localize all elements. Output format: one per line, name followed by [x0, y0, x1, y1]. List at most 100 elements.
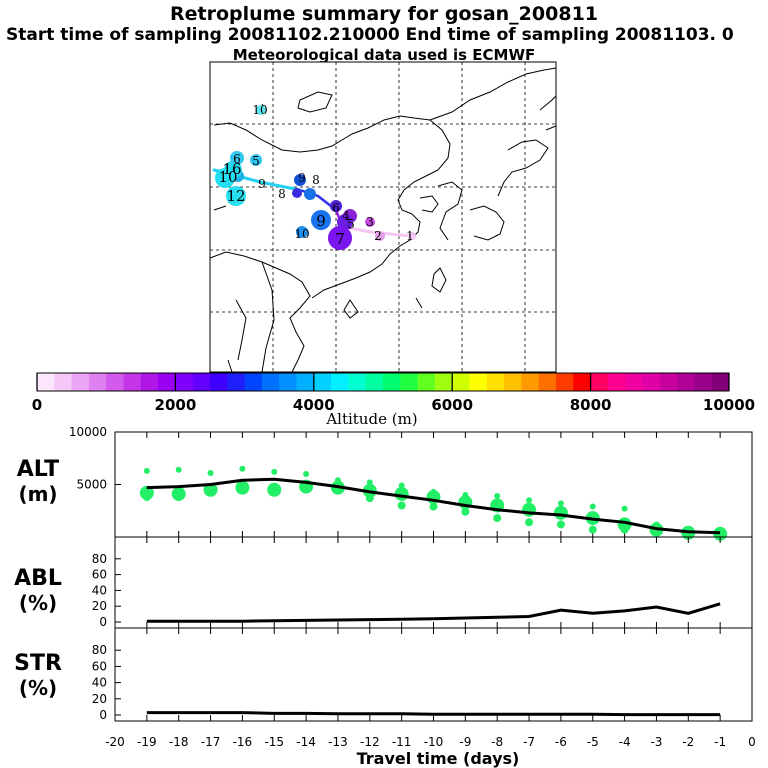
- y-tick-label: 80: [92, 643, 107, 657]
- cluster-marker-low: [302, 484, 311, 493]
- colorbar-tick-label-0: 0: [32, 396, 42, 414]
- x-tick-label: -7: [523, 735, 535, 749]
- colorbar-swatch-35: [625, 373, 643, 391]
- colorbar-swatch-3: [71, 373, 90, 391]
- colorbar-tick-label-2000: 2000: [155, 396, 197, 414]
- cluster-marker-small: [462, 492, 469, 498]
- plume-marker-12: [294, 174, 306, 186]
- cluster-marker-low: [429, 502, 438, 511]
- cluster-marker-small: [494, 493, 501, 500]
- y-tick-label: 60: [92, 568, 107, 582]
- plume-label-19: 10: [252, 103, 267, 117]
- colorbar-swatch-10: [192, 373, 211, 391]
- plume-label-10: 10: [294, 227, 309, 241]
- plume-label-13: 9: [258, 177, 266, 191]
- cluster-marker-small: [653, 521, 660, 528]
- str-label: STR: [14, 651, 62, 676]
- cluster-marker-small: [334, 477, 341, 484]
- x-tick-label: -20: [105, 735, 125, 749]
- cluster-marker-low: [620, 525, 629, 534]
- plume-label-2: 2: [374, 229, 382, 243]
- y-tick-label: 60: [92, 659, 107, 673]
- abl-unit: (%): [19, 591, 57, 615]
- cluster-marker-small: [430, 488, 437, 495]
- cluster-marker-small: [526, 497, 533, 504]
- x-tick-label: -1: [714, 735, 726, 749]
- cluster-marker-low: [238, 482, 247, 491]
- colorbar-swatch-23: [417, 373, 436, 391]
- sampling-times: Start time of sampling 20081102.210000 E…: [6, 25, 734, 45]
- cluster-marker-low: [493, 514, 502, 523]
- colorbar-swatch-40: [711, 373, 730, 391]
- series-line: [146, 477, 721, 535]
- plume-marker-6: [330, 200, 342, 212]
- met-data-note: Meteorological data used is ECMWF: [232, 46, 536, 64]
- plume-marker-17: [230, 151, 244, 165]
- colorbar-swatch-21: [383, 373, 401, 391]
- cluster-marker-low: [461, 507, 470, 516]
- colorbar-tick-label-10000: 10000: [703, 396, 755, 414]
- x-tick-label: -3: [650, 735, 662, 749]
- plume-label-15: 10: [218, 168, 237, 186]
- cluster-marker-low: [270, 484, 279, 493]
- plume-label-11: 9: [298, 171, 306, 185]
- y-tick-label: 20: [92, 599, 107, 613]
- coastlines: [209, 67, 557, 373]
- map-frame: [209, 61, 557, 373]
- colorbar-swatch-13: [244, 373, 263, 391]
- colorbar-swatch-6: [123, 373, 142, 391]
- colorbar-swatch-26: [469, 373, 488, 391]
- x-tick-label: -17: [201, 735, 221, 749]
- cluster-marker-small: [557, 500, 564, 507]
- colorbar-swatch-32: [573, 373, 592, 391]
- plume-marker-2: [375, 231, 385, 241]
- colorbar-swatch-38: [677, 373, 695, 391]
- colorbar-swatch-22: [400, 373, 419, 391]
- cluster-marker-small: [143, 467, 150, 474]
- cluster-marker-low: [525, 518, 534, 527]
- y-tick-label: 80: [92, 552, 107, 566]
- plume-marker-1: [408, 232, 416, 240]
- colorbar-swatch-5: [106, 373, 124, 391]
- y-tick-label: 0: [99, 615, 107, 629]
- cluster-marker-low: [142, 493, 151, 502]
- chart-title: Retroplume summary for gosan_200811: [169, 3, 599, 25]
- cluster-marker-low: [588, 525, 597, 534]
- colorbar-swatch-28: [504, 373, 522, 391]
- cluster-marker-low: [556, 520, 565, 529]
- colorbar-swatch-33: [590, 373, 609, 391]
- colorbar-swatch-2: [54, 373, 73, 391]
- plume-label-18: 5: [252, 154, 260, 168]
- cluster-marker-small: [589, 503, 596, 510]
- x-tick-label: 0: [748, 735, 756, 749]
- colorbar-tick-label-6000: 6000: [431, 396, 473, 414]
- plume-label-16: 12: [226, 187, 245, 205]
- colorbar-swatch-25: [452, 373, 470, 391]
- cluster-marker-small: [303, 471, 310, 477]
- colorbar-swatch-17: [313, 373, 332, 391]
- alt-unit: (m): [18, 482, 57, 506]
- plume-label-7: 7: [335, 230, 345, 248]
- map-gridlines: [210, 62, 556, 372]
- cluster-marker-low: [365, 494, 374, 503]
- plume-marker-10: [296, 226, 308, 238]
- cluster-marker-low: [397, 501, 406, 510]
- colorbar-swatch-24: [434, 373, 453, 391]
- x-tick-label: -2: [682, 735, 694, 749]
- plume-label-12: 8: [312, 173, 320, 187]
- colorbar-swatch-31: [556, 373, 574, 391]
- colorbar-swatch-7: [140, 373, 159, 391]
- plume-marker-3: [365, 217, 375, 227]
- cluster-marker-small: [207, 469, 214, 476]
- colorbar-swatch-16: [296, 373, 315, 391]
- cluster-marker-small: [621, 505, 628, 512]
- colorbar-swatch-14: [261, 373, 280, 391]
- plume-marker-18: [250, 154, 262, 166]
- y-tick-label: 5000: [76, 478, 107, 492]
- panel-1: 10000 5000: [69, 425, 753, 541]
- plume-label-1: 1: [406, 229, 414, 243]
- plume-label-8: 8: [278, 187, 286, 201]
